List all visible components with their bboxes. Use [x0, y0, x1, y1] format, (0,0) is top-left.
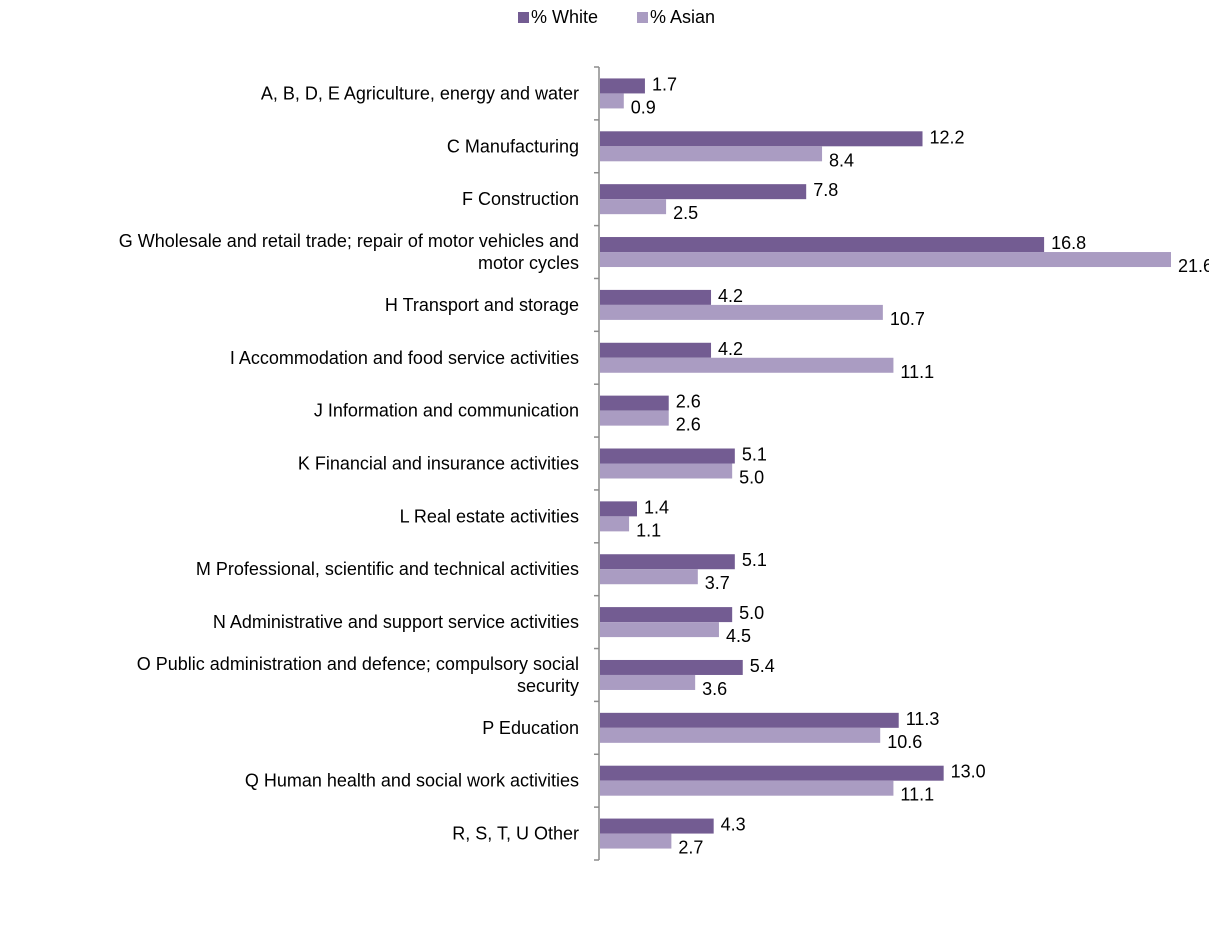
- bar-asian: [600, 727, 881, 743]
- bar-asian: [600, 304, 883, 320]
- data-label-white: 1.4: [644, 497, 669, 517]
- data-label-white: 7.8: [813, 180, 838, 200]
- data-label-white: 5.1: [742, 445, 767, 465]
- data-label-asian: 2.7: [678, 838, 703, 858]
- data-label-white: 1.7: [652, 74, 677, 94]
- bar-asian: [600, 93, 624, 109]
- data-label-asian: 1.1: [636, 520, 661, 540]
- legend-label-white: % White: [531, 7, 598, 27]
- category-label: G Wholesale and retail trade; repair of …: [119, 231, 579, 251]
- category-label: N Administrative and support service act…: [213, 612, 579, 632]
- legend: % White % Asian: [518, 7, 715, 27]
- bar-white: [600, 818, 714, 834]
- data-label-white: 5.4: [750, 656, 775, 676]
- data-label-white: 4.2: [718, 286, 743, 306]
- data-label-asian: 3.6: [702, 679, 727, 699]
- bar-white: [600, 289, 712, 305]
- category-label: C Manufacturing: [447, 136, 579, 156]
- legend-swatch-white: [518, 12, 529, 23]
- bar-asian: [600, 569, 698, 585]
- bar-white: [600, 607, 733, 623]
- data-label-asian: 2.6: [676, 415, 701, 435]
- category-label: R, S, T, U Other: [452, 824, 579, 844]
- data-label-asian: 11.1: [900, 785, 934, 805]
- category-label: Q Human health and social work activitie…: [245, 771, 579, 791]
- bar-asian: [600, 252, 1171, 268]
- bar-white: [600, 554, 735, 570]
- category-label: K Financial and insurance activities: [298, 454, 579, 474]
- data-label-white: 16.8: [1051, 233, 1086, 253]
- category-label: P Education: [482, 718, 579, 738]
- bar-asian: [600, 357, 894, 373]
- legend-label-asian: % Asian: [650, 7, 715, 27]
- data-label-white: 4.2: [718, 339, 743, 359]
- data-label-asian: 4.5: [726, 626, 751, 646]
- category-label: A, B, D, E Agriculture, energy and water: [261, 83, 579, 103]
- bar-asian: [600, 674, 696, 690]
- legend-swatch-asian: [637, 12, 648, 23]
- bar-white: [600, 395, 669, 411]
- data-label-asian: 8.4: [829, 150, 854, 170]
- category-label: F Construction: [462, 189, 579, 209]
- bar-asian: [600, 199, 667, 215]
- data-label-white: 11.3: [906, 709, 940, 729]
- bar-asian: [600, 516, 630, 532]
- category-label: H Transport and storage: [385, 295, 579, 315]
- data-label-white: 13.0: [951, 762, 986, 782]
- data-labels: 1.7 0.9 12.2 8.4 7.8 2.5 16.8 21.6 4.2 10.7 4.2 11.…: [631, 74, 1209, 857]
- bar-white: [600, 342, 712, 358]
- data-label-asian: 21.6: [1178, 256, 1209, 276]
- bar-white: [600, 765, 944, 781]
- bars: [600, 78, 1171, 849]
- bar-asian: [600, 146, 823, 162]
- data-label-asian: 10.7: [890, 309, 925, 329]
- bar-asian: [600, 463, 733, 479]
- bar-white: [600, 712, 899, 728]
- bar-white: [600, 78, 645, 94]
- data-label-white: 2.6: [676, 392, 701, 412]
- bar-asian: [600, 410, 669, 426]
- category-labels: A, B, D, E Agriculture, energy and water…: [119, 83, 579, 843]
- bar-white: [600, 184, 807, 200]
- category-label: L Real estate activities: [400, 506, 579, 526]
- data-label-asian: 3.7: [705, 573, 730, 593]
- bar-white: [600, 501, 638, 517]
- category-label: O Public administration and defence; com…: [137, 654, 579, 674]
- data-label-white: 4.3: [721, 815, 746, 835]
- bar-asian: [600, 833, 672, 849]
- bar-white: [600, 131, 923, 147]
- data-label-white: 12.2: [930, 127, 965, 147]
- bar-asian: [600, 622, 719, 638]
- category-label: security: [517, 676, 579, 696]
- category-label: motor cycles: [478, 253, 579, 273]
- data-label-asian: 10.6: [887, 732, 922, 752]
- data-label-asian: 11.1: [900, 362, 934, 382]
- axes: [594, 66, 600, 861]
- data-label-asian: 5.0: [739, 468, 764, 488]
- bar-white: [600, 659, 743, 675]
- data-label-asian: 0.9: [631, 97, 656, 117]
- bar-asian: [600, 780, 894, 796]
- category-label: M Professional, scientific and technical…: [196, 559, 579, 579]
- category-label: J Information and communication: [314, 401, 579, 421]
- category-label: I Accommodation and food service activit…: [230, 348, 579, 368]
- bar-white: [600, 448, 735, 464]
- data-label-white: 5.0: [739, 603, 764, 623]
- data-label-asian: 2.5: [673, 203, 698, 223]
- data-label-white: 5.1: [742, 550, 767, 570]
- bar-white: [600, 237, 1045, 253]
